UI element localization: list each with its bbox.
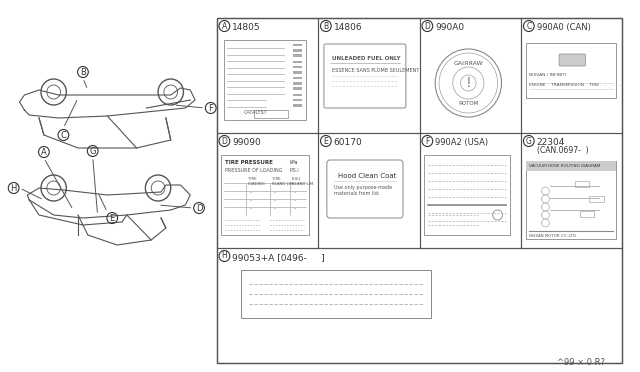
Bar — [216, 133, 318, 248]
Text: A: A — [222, 22, 227, 31]
Bar — [292, 93, 303, 96]
Bar — [521, 18, 623, 133]
Text: C: C — [61, 131, 67, 140]
Text: 60170: 60170 — [333, 138, 362, 147]
Text: !: ! — [465, 76, 471, 90]
Text: GAIЯЯAW: GAIЯЯAW — [454, 61, 483, 65]
Bar — [216, 18, 623, 363]
Bar — [318, 133, 420, 248]
Text: --: -- — [274, 206, 278, 211]
Text: UNLEADED FUEL ONLY: UNLEADED FUEL ONLY — [332, 56, 400, 61]
Text: A: A — [41, 148, 47, 157]
Text: kPa: kPa — [290, 160, 298, 165]
Text: Hood Clean Coat: Hood Clean Coat — [337, 173, 396, 179]
Text: NISSAN MOTOR CO.,LTD.: NISSAN MOTOR CO.,LTD. — [529, 234, 577, 238]
Text: TIRE PRESSURE: TIRE PRESSURE — [225, 160, 273, 165]
Bar — [292, 54, 303, 57]
Bar — [318, 18, 420, 133]
Text: materials from list: materials from list — [333, 191, 379, 196]
Text: CATALYST: CATALYST — [244, 110, 268, 115]
Bar — [521, 133, 623, 248]
Text: B: B — [323, 22, 328, 31]
Bar — [420, 133, 521, 248]
Bar — [292, 65, 303, 68]
Bar — [292, 77, 303, 79]
Bar — [526, 161, 616, 171]
Text: --: -- — [294, 190, 297, 195]
Text: PRESSURE OF LOADING: PRESSURE OF LOADING — [225, 168, 283, 173]
Text: C: C — [526, 22, 531, 31]
Text: --: -- — [274, 190, 278, 195]
Text: 99053+A [0496-     ]: 99053+A [0496- ] — [232, 253, 325, 262]
Text: --: -- — [274, 198, 278, 203]
Bar — [216, 18, 318, 133]
Text: 14806: 14806 — [333, 23, 362, 32]
Text: G: G — [90, 147, 96, 155]
FancyBboxPatch shape — [559, 54, 586, 66]
Text: 990A0: 990A0 — [435, 23, 464, 32]
Text: VACUUM HOSE ROUTING DIAGRAM: VACUUM HOSE ROUTING DIAGRAM — [529, 164, 600, 168]
Text: D: D — [196, 203, 202, 212]
Bar — [292, 49, 303, 51]
Text: E: E — [323, 137, 328, 145]
Text: FUEL
BLAND LIM.: FUEL BLAND LIM. — [292, 177, 314, 186]
Text: ENGINE    TRANSMISSION    TIRE    -    -    -: ENGINE TRANSMISSION TIRE - - - — [529, 83, 620, 87]
Text: NISSAN / INFINITI: NISSAN / INFINITI — [529, 73, 566, 77]
Bar — [526, 161, 616, 239]
Text: 22304: 22304 — [536, 138, 565, 147]
Text: --: -- — [250, 190, 253, 195]
Bar — [580, 211, 594, 217]
Bar — [424, 155, 510, 235]
Text: --: -- — [294, 206, 297, 211]
Text: H: H — [221, 251, 227, 260]
Text: 14805: 14805 — [232, 23, 261, 32]
Bar — [221, 155, 309, 235]
Bar — [292, 44, 303, 46]
Text: Use only purpose-made: Use only purpose-made — [333, 185, 392, 190]
Bar — [526, 43, 616, 98]
Text: H: H — [10, 183, 17, 192]
Text: ^99 × 0 R?: ^99 × 0 R? — [557, 358, 605, 367]
Bar — [241, 270, 431, 318]
Text: --: -- — [250, 206, 253, 211]
Text: 99090: 99090 — [232, 138, 261, 147]
Bar — [292, 99, 303, 101]
Text: (CAN.0697-  ): (CAN.0697- ) — [536, 146, 588, 155]
Bar — [589, 196, 604, 202]
Bar — [225, 40, 307, 120]
Bar — [292, 103, 303, 106]
Text: --: -- — [294, 198, 297, 203]
Bar — [292, 87, 303, 90]
Bar — [292, 61, 303, 62]
Text: F: F — [425, 137, 429, 145]
Text: D: D — [221, 137, 227, 145]
Text: E: E — [109, 214, 115, 222]
Bar — [253, 110, 288, 118]
Bar — [292, 82, 303, 84]
Bar — [420, 18, 521, 133]
Text: G: G — [526, 137, 532, 145]
Text: B: B — [80, 67, 86, 77]
Text: --: -- — [250, 198, 253, 203]
Bar — [292, 71, 303, 74]
Bar — [575, 181, 589, 187]
Text: 990A0 (CAN): 990A0 (CAN) — [536, 23, 591, 32]
Text: TIRE
LOADING: TIRE LOADING — [248, 177, 266, 186]
Text: D: D — [424, 22, 430, 31]
Text: ЯOTOM: ЯOTOM — [458, 100, 479, 106]
Bar — [216, 248, 623, 363]
Text: TIRE
BLAND LIM.: TIRE BLAND LIM. — [272, 177, 295, 186]
Text: F: F — [208, 103, 213, 112]
Text: ESSENCE SANS PLOMB SEULEMENT: ESSENCE SANS PLOMB SEULEMENT — [332, 68, 419, 73]
Text: 990A2 (USA): 990A2 (USA) — [435, 138, 488, 147]
Text: P.S.I: P.S.I — [290, 168, 300, 173]
